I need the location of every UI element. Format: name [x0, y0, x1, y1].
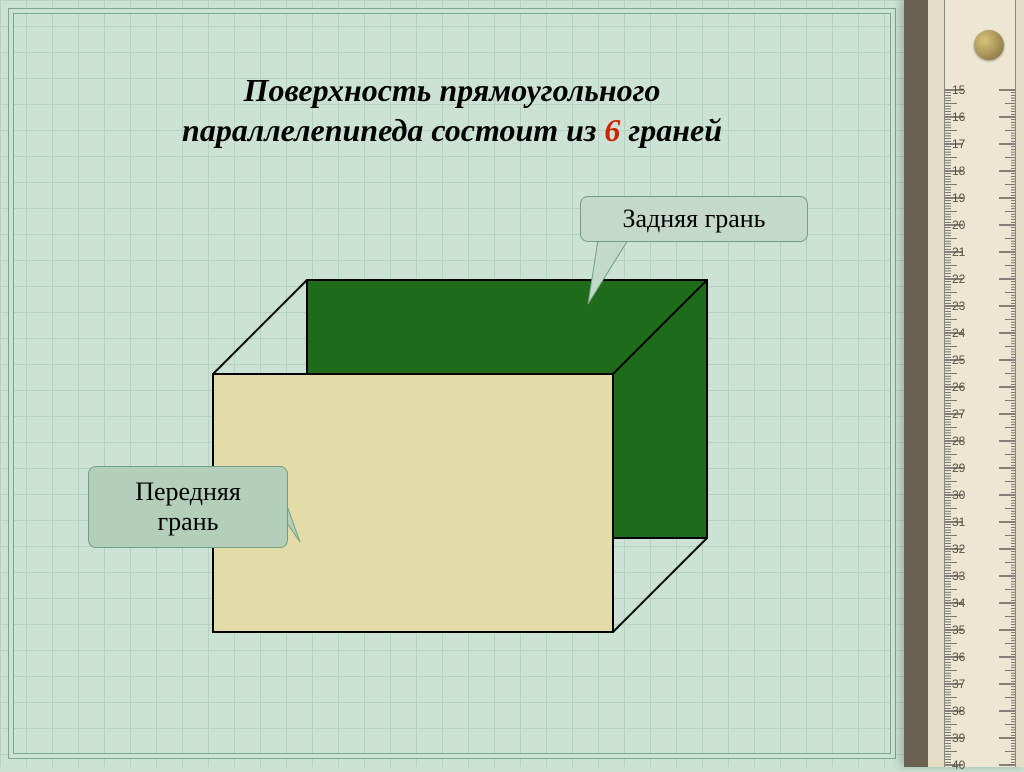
ruler-number: 25	[952, 353, 965, 367]
ruler-number: 39	[952, 731, 965, 745]
ruler-number: 19	[952, 191, 965, 205]
ruler-number: 20	[952, 218, 965, 232]
callout-back-text: Задняя грань	[622, 204, 765, 234]
ruler-rivet-icon	[974, 30, 1004, 60]
ruler-number: 35	[952, 623, 965, 637]
parallelepiped-diagram	[0, 0, 904, 767]
ruler-number: 17	[952, 137, 965, 151]
ruler-number: 15	[952, 83, 965, 97]
slide-area: Поверхность прямоугольного параллелепипе…	[0, 0, 904, 767]
ruler-number: 24	[952, 326, 965, 340]
callout-back-face: Задняя грань	[580, 196, 808, 242]
ruler-number: 18	[952, 164, 965, 178]
ruler-number: 21	[952, 245, 965, 259]
callout-front-face: Передняя грань	[88, 466, 288, 548]
ruler-number: 37	[952, 677, 965, 691]
ruler-number: 23	[952, 299, 965, 313]
ruler-number: 16	[952, 110, 965, 124]
ruler-number: 33	[952, 569, 965, 583]
ruler-number: 29	[952, 461, 965, 475]
ruler-number: 36	[952, 650, 965, 664]
ruler-number: 40	[952, 758, 965, 772]
ruler-number: 34	[952, 596, 965, 610]
ruler-number: 30	[952, 488, 965, 502]
ruler-decoration: 15 16 17 18 19 20 21 22 23 24 25 26 27 28 29 30 31 32 33 34…	[904, 0, 1024, 767]
ruler-number: 38	[952, 704, 965, 718]
callout-front-text-2: грань	[158, 507, 219, 537]
ruler-number: 22	[952, 272, 965, 286]
ruler-number: 32	[952, 542, 965, 556]
diagram-stage: Задняя грань Передняя грань	[0, 0, 904, 767]
callout-front-text-1: Передняя	[135, 477, 241, 507]
ruler-dark-band	[904, 0, 928, 767]
ruler-number: 31	[952, 515, 965, 529]
ruler-number: 26	[952, 380, 965, 394]
ruler-number: 28	[952, 434, 965, 448]
ruler-number: 27	[952, 407, 965, 421]
